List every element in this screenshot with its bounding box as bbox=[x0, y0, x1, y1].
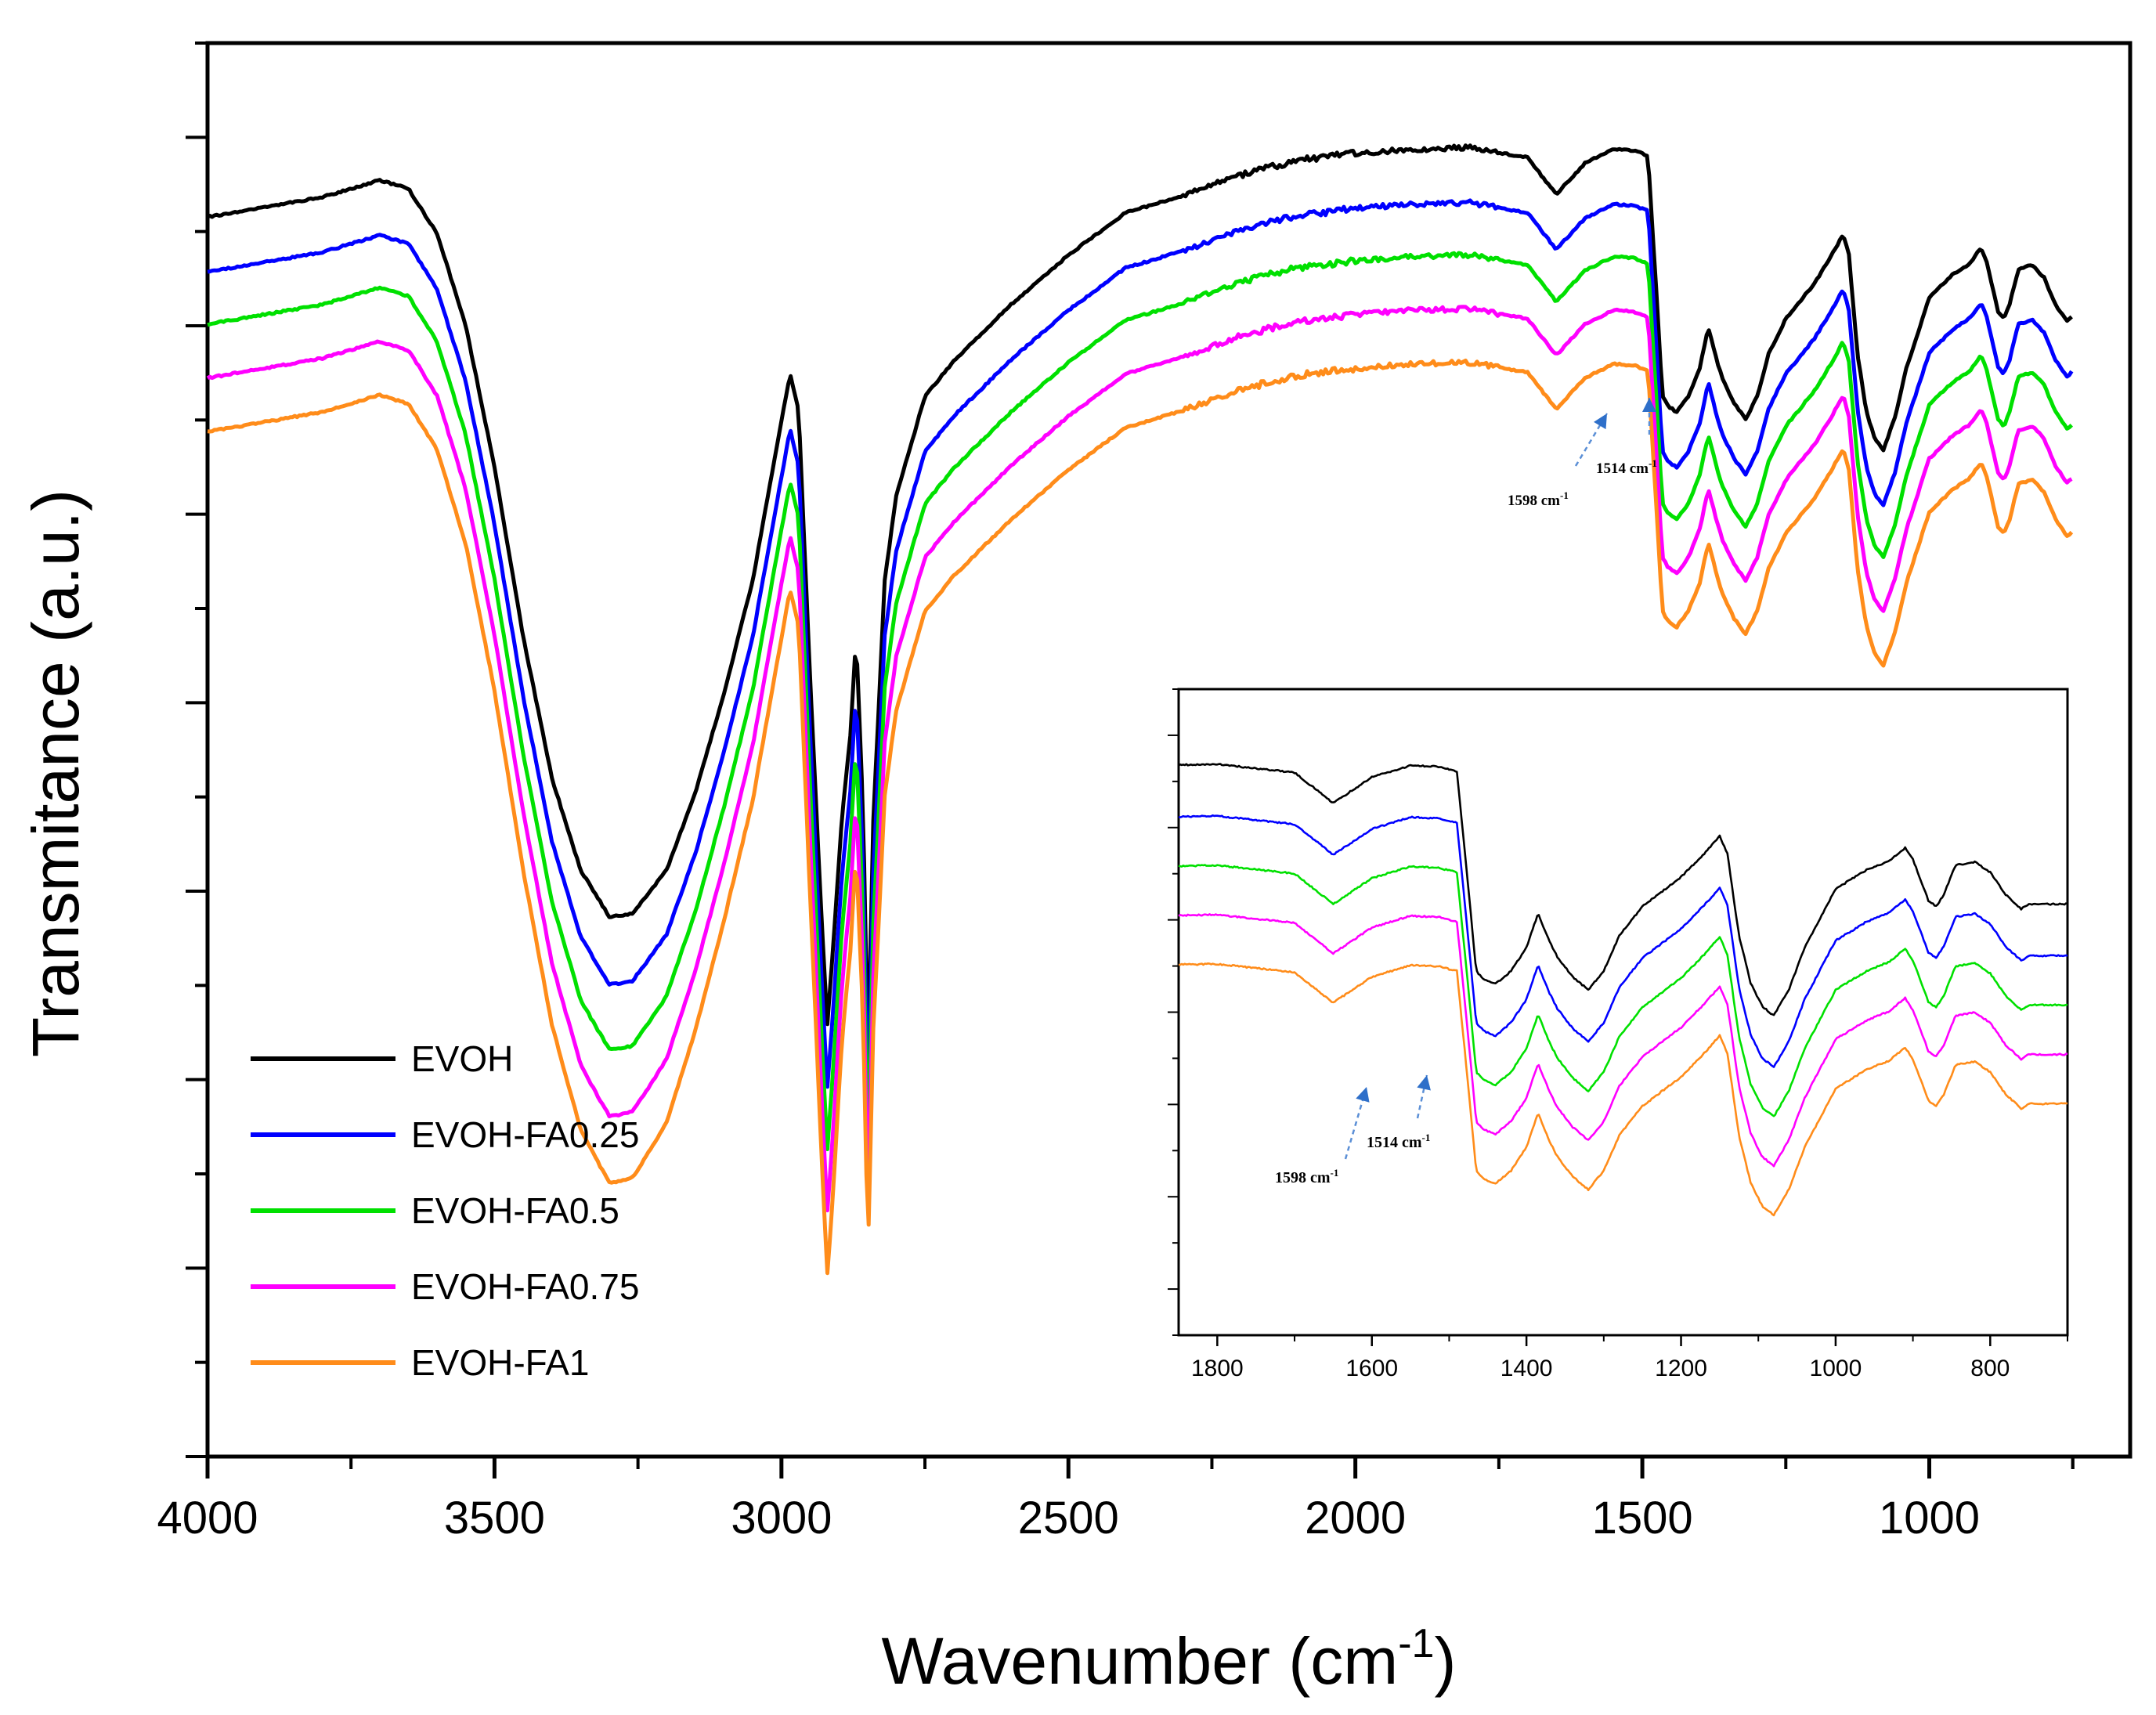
inset-annotation-1514: 1514 cm-1 bbox=[1367, 1132, 1430, 1151]
inset-annotation-1598: 1598 cm-1 bbox=[1275, 1167, 1338, 1186]
annotation-1598: 1598 cm-1 bbox=[1508, 489, 1569, 509]
legend-label: EVOH-FA0.75 bbox=[411, 1266, 639, 1307]
inset-x-tick-label: 800 bbox=[1970, 1356, 2010, 1381]
main-frame bbox=[205, 41, 2133, 1459]
arrow-1514-head bbox=[1642, 398, 1656, 412]
inset-arrow-1598-head bbox=[1356, 1087, 1370, 1103]
inset-x-tick-label: 1600 bbox=[1345, 1356, 1398, 1381]
x-tick-label: 4000 bbox=[157, 1493, 258, 1544]
x-axis-title-sup: -1 bbox=[1398, 1621, 1434, 1666]
annotation-1514: 1514 cm-1 bbox=[1596, 457, 1657, 477]
x-tick-label: 1000 bbox=[1879, 1493, 1980, 1544]
inset-x-tick-label: 1400 bbox=[1501, 1356, 1553, 1381]
main-plot-area bbox=[205, 41, 2133, 1459]
series-line-evoh-fa0.75 bbox=[206, 305, 2073, 1213]
legend-label: EVOH-FA0.25 bbox=[411, 1114, 639, 1155]
inset-annotation-1514-main: 1514 cm bbox=[1367, 1134, 1422, 1151]
arrow-1598-dashed bbox=[1574, 413, 1609, 467]
series-line-evoh-fa0.25 bbox=[207, 198, 2074, 1089]
annotation-1598-main: 1598 cm bbox=[1508, 493, 1560, 509]
legend-label: EVOH-FA0.5 bbox=[411, 1190, 619, 1231]
legend-label: EVOH-FA1 bbox=[411, 1342, 590, 1383]
series-line-evoh-fa1 bbox=[207, 358, 2074, 1276]
arrow-1598-head bbox=[1594, 413, 1607, 430]
legend: EVOH EVOH-FA0.25 EVOH-FA0.5 EVOH-FA0.75 EVOH… bbox=[251, 1038, 639, 1383]
inset-series-line-evoh-fa0.25 bbox=[1179, 814, 2068, 1068]
annotation-1514-sup: -1 bbox=[1649, 457, 1657, 469]
inset-arrow-1514-head bbox=[1417, 1075, 1431, 1091]
annotation-1514-main: 1514 cm bbox=[1596, 460, 1649, 477]
inset-series-line-evoh-fa0.5 bbox=[1178, 864, 2068, 1117]
inset-annotation-1598-main: 1598 cm bbox=[1275, 1169, 1331, 1186]
inset-series-line-evoh-fa0.75 bbox=[1178, 913, 2068, 1168]
series-line-evoh-fa0.5 bbox=[207, 251, 2074, 1151]
x-tick-label: 1500 bbox=[1592, 1493, 1693, 1544]
x-axis-title-close: ) bbox=[1434, 1624, 1456, 1698]
annotation-1598-sup: -1 bbox=[1560, 489, 1569, 501]
x-tick-label: 2500 bbox=[1018, 1493, 1119, 1544]
x-tick-label: 3500 bbox=[444, 1493, 545, 1544]
legend-label: EVOH bbox=[411, 1038, 513, 1079]
inset-annotation-1598-sup: -1 bbox=[1331, 1167, 1339, 1179]
inset-x-tick-label: 1000 bbox=[1810, 1356, 1862, 1381]
x-axis-title: Wavenumber (cm-1) bbox=[882, 1621, 1457, 1698]
main-series-group bbox=[206, 143, 2074, 1276]
inset-x-tick-label: 1800 bbox=[1191, 1356, 1244, 1381]
inset-series-line-evoh-fa1 bbox=[1178, 962, 2068, 1217]
inset-series-line-evoh bbox=[1178, 763, 2068, 1016]
y-axis-title: Transmitance (a.u.) bbox=[19, 489, 92, 1057]
series-line-evoh bbox=[206, 143, 2073, 1027]
x-tick-label: 2000 bbox=[1305, 1493, 1406, 1544]
x-axis-title-main: Wavenumber (cm bbox=[882, 1624, 1399, 1698]
main-axes: 4000 3500 3000 2500 2000 1500 1000 bbox=[157, 42, 2075, 1544]
inset-x-tick-label: 1200 bbox=[1655, 1356, 1707, 1381]
inset-annotation-1514-sup: -1 bbox=[1422, 1132, 1431, 1143]
x-tick-label: 3000 bbox=[731, 1493, 832, 1544]
